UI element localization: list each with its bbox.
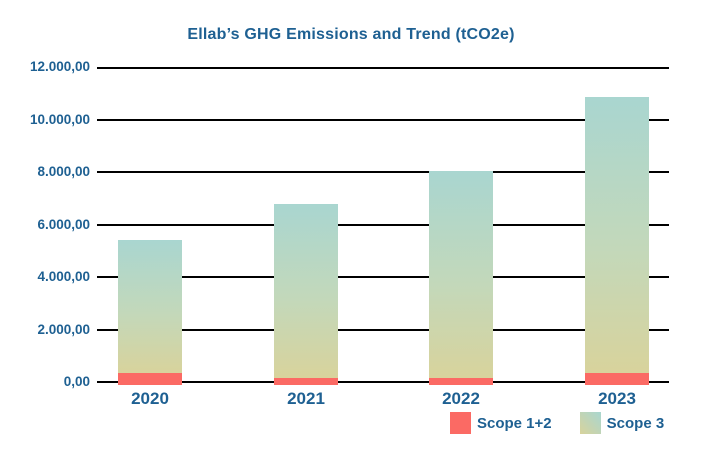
- scope12-red-swatch: [450, 412, 471, 434]
- x-tick-label-2022: 2022: [442, 389, 480, 408]
- y-tick-label-12000: 12.000,00: [29, 59, 90, 74]
- bar-2021: [274, 203, 338, 385]
- y-tick-label-2000: 2.000,00: [37, 322, 90, 337]
- bar-2020: [118, 240, 182, 385]
- bar-2021-scope3-segment: [274, 203, 338, 378]
- legend-label-scope3: Scope 3: [606, 414, 665, 432]
- gridline-0: [97, 381, 669, 383]
- bar-2022-scope3-segment: [429, 170, 493, 379]
- scope3-gradient-swatch: [579, 412, 601, 434]
- bar-2020-scope3-segment: [118, 240, 182, 373]
- y-tick-label-8000: 8.000,00: [37, 164, 90, 179]
- y-tick-label-10000: 10.000,00: [29, 112, 90, 127]
- legend-label-scope12: Scope 1+2: [477, 414, 552, 432]
- gridline-12000: [97, 67, 669, 69]
- bar-2023: [585, 97, 649, 385]
- bar-2023-scope3-segment: [585, 97, 649, 374]
- legend-item-scope12: Scope 1+2: [450, 412, 552, 434]
- gridline-10000: [97, 119, 669, 121]
- gridline-6000: [97, 224, 669, 226]
- x-axis-tick-labels: 2020 2021 2022 2023: [97, 389, 669, 411]
- bar-2022-scope12-segment: [429, 378, 493, 385]
- bar-2023-scope12-segment: [585, 373, 649, 385]
- bar-2021-scope12-segment: [274, 377, 338, 385]
- gridline-8000: [97, 171, 669, 173]
- x-tick-label-2023: 2023: [598, 389, 636, 408]
- legend: Scope 1+2 Scope 3: [450, 412, 664, 434]
- gridline-4000: [97, 276, 669, 278]
- gridline-2000: [97, 329, 669, 331]
- y-tick-label-0: 0,00: [63, 374, 90, 389]
- legend-item-scope3: Scope 3: [579, 412, 665, 434]
- y-tick-label-4000: 4.000,00: [37, 269, 90, 284]
- bar-2020-scope12-segment: [118, 372, 182, 385]
- y-tick-label-6000: 6.000,00: [37, 217, 90, 232]
- chart-title: Ellab’s GHG Emissions and Trend (tCO2e): [187, 26, 515, 43]
- bar-2022: [429, 170, 493, 385]
- y-axis-tick-labels: 12.000,00 10.000,00 8.000,00 6.000,00 4.000,…: [0, 59, 90, 389]
- x-tick-label-2020: 2020: [131, 389, 169, 408]
- x-tick-label-2021: 2021: [287, 389, 325, 408]
- plot-area: [97, 67, 669, 385]
